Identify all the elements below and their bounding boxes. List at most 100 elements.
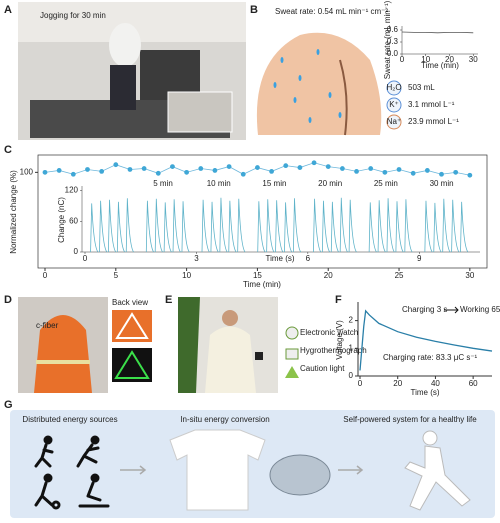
sweat-drop (316, 49, 320, 55)
panel-label: A (4, 4, 12, 16)
point (212, 168, 218, 173)
point (255, 165, 260, 170)
y-tick-label: 0.3 (387, 37, 399, 46)
annotation: Working 65 s (460, 305, 500, 314)
point (410, 170, 416, 176)
warning-sign (115, 312, 149, 339)
x-tick-label: 20 (324, 271, 333, 280)
x-tick-label: 6 (306, 254, 311, 263)
panel-label: D (4, 294, 12, 306)
y-axis-label: Change (nC) (57, 197, 66, 243)
device-label: Hygrothermograph (300, 346, 367, 355)
panel-label: B (250, 4, 258, 16)
x-tick-label: 0 (358, 379, 363, 388)
point (113, 162, 119, 168)
y-tick-label: 2 (349, 316, 354, 325)
x-tick-label: 0 (43, 271, 48, 280)
point (42, 169, 48, 175)
peak (313, 198, 322, 253)
panel-label: C (4, 144, 12, 156)
peak (386, 198, 395, 253)
sweat-drop (273, 82, 277, 88)
peak (404, 199, 413, 253)
ion-circle (386, 97, 402, 113)
peak (284, 202, 293, 253)
y-axis-label: Sweat rate (mL min⁻¹) (383, 0, 392, 79)
peak (125, 198, 135, 253)
point (382, 169, 388, 175)
x-tick-label: 25 (395, 271, 404, 280)
point (70, 171, 76, 177)
panel-label: G (4, 399, 13, 411)
watch (255, 352, 263, 360)
x-tick-label: 20 (393, 379, 402, 388)
peak (228, 200, 237, 253)
step-title: In-situ energy conversion (180, 415, 269, 424)
caption: Jogging for 30 min (40, 11, 106, 20)
sweat-drop (328, 92, 332, 98)
peak (108, 199, 117, 253)
peak (181, 201, 190, 253)
reflective-stripe (36, 360, 90, 364)
jogger-legs (110, 65, 136, 110)
ion-symbol: H₂O (386, 83, 401, 92)
arrow (338, 465, 364, 475)
shirt (169, 429, 266, 511)
y-tick-label: 0 (74, 247, 79, 256)
x-tick-label: 9 (417, 254, 422, 263)
sweater (205, 326, 256, 393)
y-tick-label: 1 (349, 343, 354, 352)
device-label: Electronic watch (300, 328, 358, 337)
sport-icons (34, 435, 110, 510)
y-axis-label: Normalized change (%) (9, 170, 18, 254)
jogger-body (109, 23, 141, 67)
ion-circle (386, 80, 402, 96)
armpit-line (339, 59, 348, 136)
peak (348, 199, 357, 253)
step-title: Self-powered system for a healthy life (343, 415, 477, 424)
x-axis-label: Time (min) (243, 280, 281, 289)
x-tick-label: 30 (465, 271, 474, 280)
x-tick-label: 5 (114, 271, 119, 280)
x-tick-label: 60 (469, 379, 478, 388)
point (467, 172, 473, 178)
x-tick-label: 10 (182, 271, 191, 280)
x-tick-label: 3 (194, 254, 199, 263)
peak (266, 199, 275, 253)
y-tick-label: 120 (65, 186, 79, 195)
point (297, 165, 303, 170)
plot-frame (37, 154, 488, 269)
device-label: Caution light (300, 364, 345, 373)
shoulder (256, 32, 382, 135)
ion-symbol: Na⁺ (387, 117, 401, 126)
ion-symbol: K⁺ (389, 100, 399, 109)
point (85, 167, 90, 172)
peak (433, 202, 442, 253)
annotation: Charging rate: 83.3 μC s⁻¹ (383, 353, 478, 362)
peak (292, 198, 302, 253)
point (439, 171, 444, 177)
y-tick-label: 0.0 (387, 49, 399, 58)
x-tick-label: 40 (431, 379, 440, 388)
y-tick-label: 100 (20, 167, 34, 176)
x-tick-label: 0 (83, 254, 88, 263)
peak (163, 202, 172, 253)
arrow (444, 306, 459, 314)
y-axis-label: Voltage (V) (335, 320, 344, 360)
orange-uniform (34, 315, 92, 393)
x-tick-label: 20 (445, 55, 454, 64)
y-tick-label: 0.6 (387, 25, 399, 34)
panel-label: F (335, 294, 342, 306)
time-marker: 20 min (318, 179, 342, 188)
panel-g-box (10, 410, 495, 518)
peak (377, 200, 386, 253)
point (184, 169, 190, 175)
head (222, 310, 238, 326)
peak (99, 200, 108, 253)
point (424, 168, 430, 173)
point (354, 168, 359, 174)
time-marker: 25 min (374, 179, 398, 188)
title: Sweat rate: 0.54 mL min⁻¹ cm⁻² (275, 7, 388, 16)
point (226, 164, 232, 170)
